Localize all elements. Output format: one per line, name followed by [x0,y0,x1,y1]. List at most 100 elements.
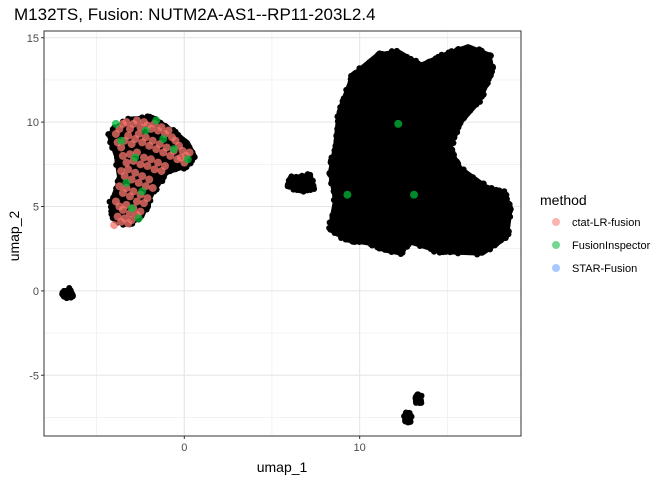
cell-point [328,180,335,187]
cell-point [309,177,316,184]
cell-point [406,106,413,113]
cell-point [487,196,494,203]
point-fusioninspector [152,116,161,125]
cell-point [477,86,484,93]
cell-point [466,245,473,252]
cell-point [352,186,359,193]
cell-point [442,248,449,255]
cell-point [413,394,420,401]
cell-point [106,198,113,205]
cell-point [405,121,412,128]
point-fusioninspector [117,136,126,145]
cell-point [356,101,363,108]
cell-point [463,61,470,68]
cell-point [378,198,385,205]
cell-point [307,171,314,178]
point-ctat-lr-fusion [143,194,152,203]
cell-point [359,157,366,164]
point-ctat-lr-fusion [157,123,166,132]
point-ctat-lr-fusion [164,126,173,135]
cell-point [423,224,430,231]
point-ctat-lr-fusion [118,151,127,160]
cell-point [405,90,412,97]
cell-point [437,161,444,168]
cell-point [388,111,395,118]
point-ctat-lr-fusion [124,131,133,140]
cell-point [462,102,469,109]
cell-point [474,206,481,213]
point-ctat-lr-fusion [129,187,138,196]
cell-point [375,52,382,59]
cell-point [402,418,409,425]
cell-point [355,174,362,181]
cell-point [437,152,444,159]
cell-point [398,62,405,69]
cell-point [427,90,434,97]
cell-point [369,105,376,112]
cell-point [410,118,417,125]
cell-point [446,193,453,200]
cell-point [475,186,482,193]
cell-point [487,52,494,59]
cell-point [370,140,377,147]
cell-point [332,142,339,149]
cell-point [338,220,345,227]
cell-point [417,227,424,234]
cell-point [426,58,433,65]
cell-point [415,176,422,183]
cell-point [491,232,498,239]
cell-point [377,233,384,240]
cell-point [441,157,448,164]
cell-point [450,151,457,158]
cell-point [502,235,509,242]
cell-point [384,82,391,89]
cell-point [388,48,395,55]
cell-point [370,190,377,197]
cell-point [443,57,450,64]
cell-point [367,58,374,65]
cell-point [326,225,333,232]
point-ctat-lr-fusion [145,175,154,184]
cell-point [446,89,453,96]
cell-point [383,141,390,148]
cell-point [418,146,425,153]
cell-point [357,151,364,158]
cell-point [448,139,455,146]
y-tick-label: 10 [27,117,39,129]
cell-point [352,167,359,174]
point-ctat-lr-fusion [122,118,131,127]
cell-point [391,173,398,180]
cell-point [393,155,400,162]
cell-point [335,155,342,162]
cell-point [426,120,433,127]
cell-point [435,77,442,84]
cell-point [407,183,414,190]
cell-point [419,216,426,223]
y-axis-ticks: -5 0 5 10 15 [27,33,44,382]
cell-point [425,164,432,171]
cell-point [376,86,383,93]
point-fusioninspector [134,214,143,223]
cell-point [371,87,378,94]
cell-point [456,171,463,178]
cell-point [484,80,491,87]
cell-point [361,115,368,122]
cell-point [345,217,352,224]
cell-point [363,239,370,246]
cell-point [427,191,434,198]
cell-point [421,141,428,148]
cell-point [456,99,463,106]
plot-panel-border [43,30,522,437]
point-ctat-lr-fusion [132,197,141,206]
cell-point [291,185,298,192]
cell-point [439,68,446,75]
cell-point [411,203,418,210]
cell-point [414,135,421,142]
cell-point [348,226,355,233]
point-ctat-lr-fusion [117,143,126,152]
cell-point [380,135,387,142]
cell-point [333,138,340,145]
cell-point [374,120,381,127]
cell-point [373,110,380,117]
cell-point [345,92,352,99]
